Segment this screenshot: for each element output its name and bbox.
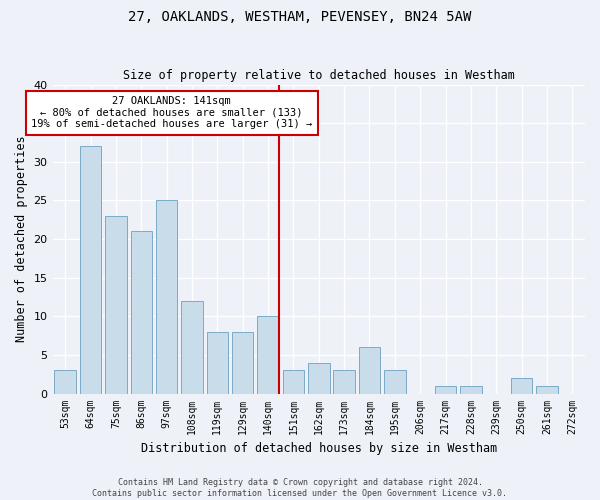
Text: 27, OAKLANDS, WESTHAM, PEVENSEY, BN24 5AW: 27, OAKLANDS, WESTHAM, PEVENSEY, BN24 5A… xyxy=(128,10,472,24)
Text: 27 OAKLANDS: 141sqm
← 80% of detached houses are smaller (133)
19% of semi-detac: 27 OAKLANDS: 141sqm ← 80% of detached ho… xyxy=(31,96,313,130)
Bar xyxy=(257,316,279,394)
Bar xyxy=(460,386,482,394)
Bar xyxy=(80,146,101,394)
Bar xyxy=(334,370,355,394)
Bar xyxy=(536,386,558,394)
Bar xyxy=(105,216,127,394)
Text: Contains HM Land Registry data © Crown copyright and database right 2024.
Contai: Contains HM Land Registry data © Crown c… xyxy=(92,478,508,498)
Bar xyxy=(308,362,329,394)
Bar xyxy=(359,347,380,394)
Bar xyxy=(384,370,406,394)
Y-axis label: Number of detached properties: Number of detached properties xyxy=(15,136,28,342)
Bar xyxy=(283,370,304,394)
Bar xyxy=(181,301,203,394)
Bar xyxy=(206,332,228,394)
Bar xyxy=(232,332,253,394)
Bar xyxy=(131,232,152,394)
Bar xyxy=(435,386,457,394)
Title: Size of property relative to detached houses in Westham: Size of property relative to detached ho… xyxy=(123,69,515,82)
Bar xyxy=(55,370,76,394)
Bar xyxy=(511,378,532,394)
Bar xyxy=(156,200,178,394)
X-axis label: Distribution of detached houses by size in Westham: Distribution of detached houses by size … xyxy=(140,442,497,455)
